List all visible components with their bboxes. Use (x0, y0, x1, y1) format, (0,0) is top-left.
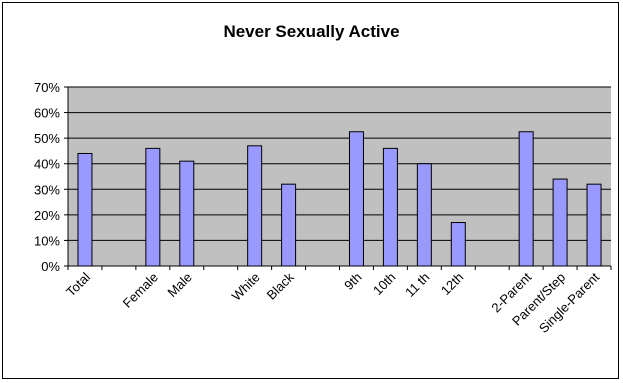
y-tick-label: 20% (34, 208, 60, 223)
y-tick-label: 30% (34, 182, 60, 197)
bar (416, 163, 432, 267)
x-tick-label: 9th (341, 270, 364, 293)
chart-title: Never Sexually Active (223, 22, 400, 41)
bar (518, 131, 534, 267)
x-tick-label: 11 th (402, 270, 432, 300)
y-tick-label: 40% (34, 157, 60, 172)
y-tick-label: 70% (34, 80, 60, 95)
bar (382, 147, 398, 267)
x-tick-label: 10th (370, 270, 399, 299)
x-tick-labels: Total Female Male White Black 9th 10th 11 th 12t… (63, 269, 602, 336)
x-tick-label: Male (164, 270, 195, 301)
bar (552, 178, 568, 267)
x-tick-label: Total (63, 269, 93, 299)
bars (77, 131, 602, 267)
y-tick-label: 50% (34, 131, 60, 146)
x-tick-label: Female (120, 270, 161, 311)
bar (145, 147, 161, 267)
bar (348, 131, 364, 267)
bar (450, 222, 466, 267)
x-tick-label: Single-Parent (536, 269, 603, 336)
x-tick-label: 12th (438, 270, 467, 299)
bar (586, 183, 602, 267)
axes (67, 87, 612, 270)
bar (281, 183, 297, 267)
bar (179, 160, 195, 267)
bar (77, 152, 93, 267)
y-tick-label: 0% (41, 259, 60, 274)
y-tick-label: 60% (34, 106, 60, 121)
y-tick-labels: 0% 10% 20% 30% 40% 50% 60% 70% (34, 80, 60, 274)
bar (247, 145, 263, 267)
x-tick-label: White (229, 270, 263, 304)
y-tick-label: 10% (34, 233, 60, 248)
x-tick-label: Black (264, 269, 297, 302)
